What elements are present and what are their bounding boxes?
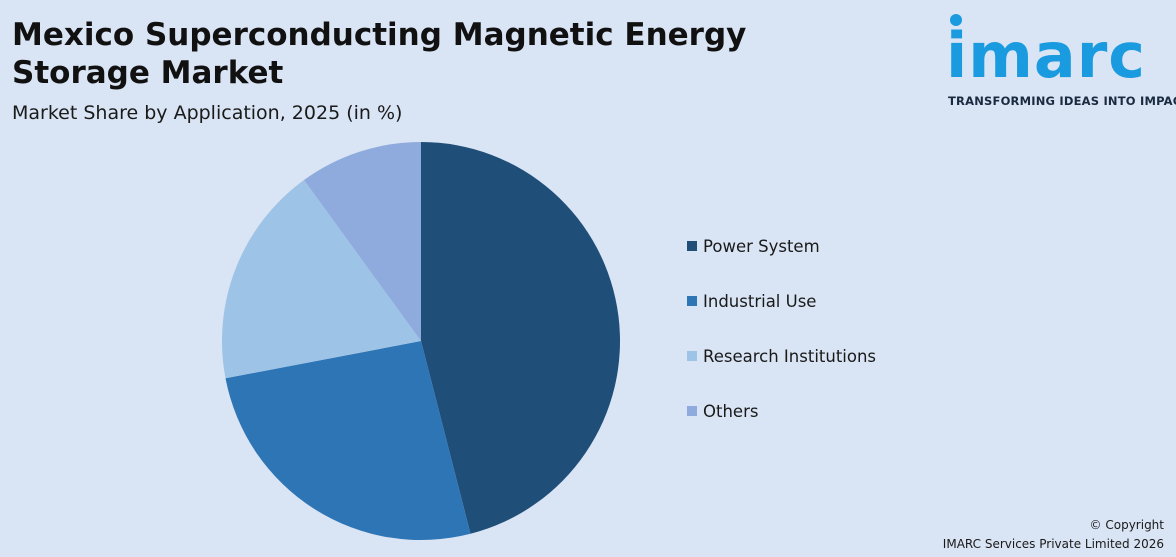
legend-swatch <box>687 241 697 251</box>
legend-swatch <box>687 296 697 306</box>
legend-swatch <box>687 406 697 416</box>
imarc-logo: imarc TRANSFORMING IDEAS INTO IMPACT <box>946 12 1176 112</box>
legend-label: Research Institutions <box>703 346 877 366</box>
pie-slice-power-system <box>421 142 621 534</box>
logo-dot-icon <box>950 14 962 26</box>
legend-swatch <box>687 351 697 361</box>
chart-subtitle: Market Share by Application, 2025 (in %) <box>12 102 403 124</box>
legend-label: Others <box>703 401 759 421</box>
legend-item-research-institutions: Research Institutions <box>687 346 876 366</box>
logo-tagline: TRANSFORMING IDEAS INTO IMPACT <box>948 94 1176 108</box>
copyright-line-2: IMARC Services Private Limited 2026 <box>942 537 1164 551</box>
legend-label: Power System <box>703 236 820 256</box>
copyright-line-1: © Copyright <box>1089 518 1164 532</box>
pie-slice-research-institutions <box>221 180 421 379</box>
pie-slice-industrial-use <box>225 341 471 540</box>
legend-item-others: Others <box>687 401 876 421</box>
logo-wordmark: imarc <box>946 19 1147 92</box>
copyright: © Copyright IMARC Services Private Limit… <box>943 516 1164 554</box>
legend-item-industrial-use: Industrial Use <box>687 291 876 311</box>
legend-item-power-system: Power System <box>687 236 876 256</box>
chart-title: Mexico Superconducting Magnetic Energy S… <box>12 17 747 91</box>
pie-slice-others <box>304 142 421 341</box>
chart-legend: Power System Industrial Use Research Insti… <box>687 236 876 456</box>
legend-label: Industrial Use <box>703 291 817 311</box>
